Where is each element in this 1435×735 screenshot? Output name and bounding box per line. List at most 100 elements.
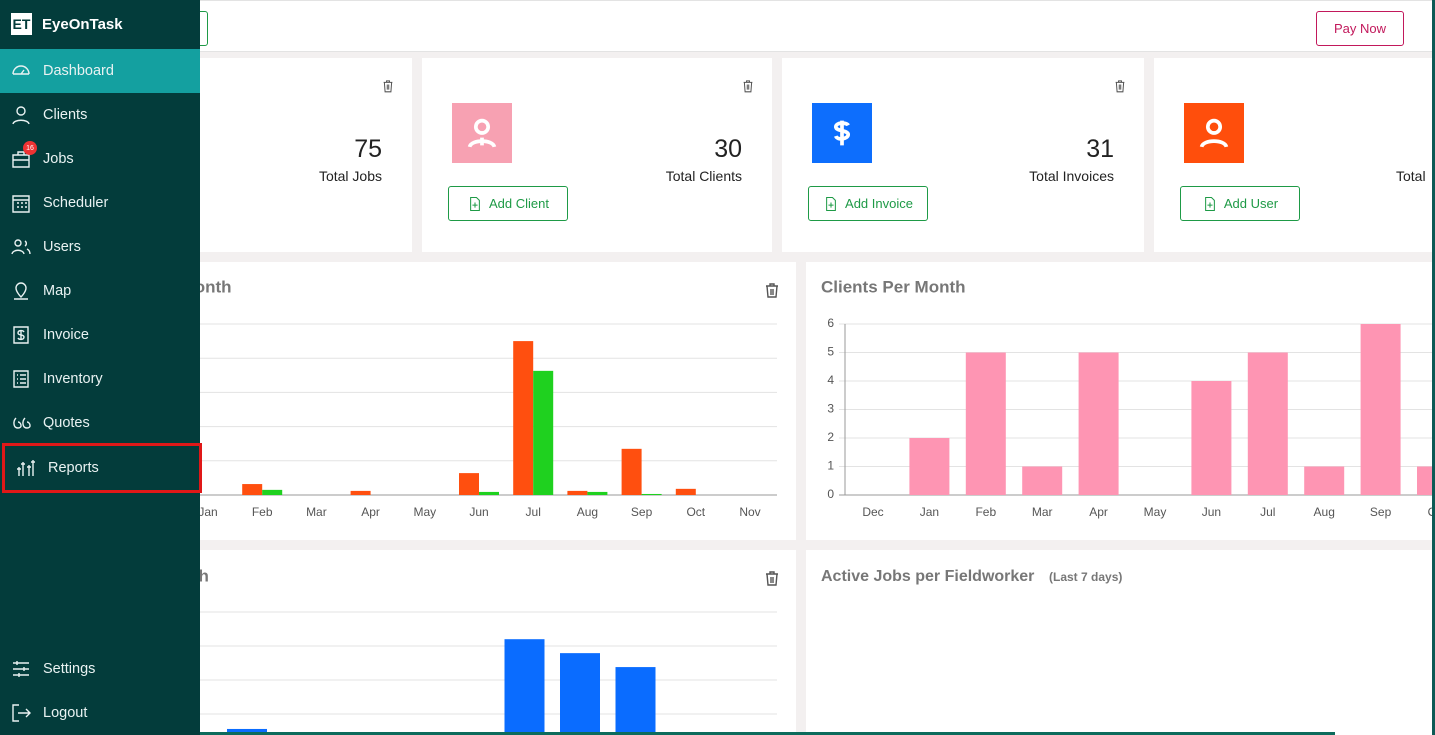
add-button[interactable]: Add User xyxy=(1180,186,1300,221)
icon-shape xyxy=(12,704,31,722)
bar xyxy=(1360,324,1401,495)
card-icon xyxy=(812,103,872,163)
icon xyxy=(13,326,29,344)
menu-label: Quotes xyxy=(43,415,90,431)
brand: EyeOnTask xyxy=(42,16,123,33)
icon xyxy=(12,195,30,213)
bar xyxy=(459,473,479,495)
menu-item[interactable]: Map xyxy=(0,269,200,313)
menu-item[interactable]: Jobs 16 xyxy=(0,137,200,181)
menu-label: Users xyxy=(43,239,81,255)
add-button-label: Add Client xyxy=(489,196,549,211)
bar xyxy=(513,341,534,495)
card-icon xyxy=(452,103,512,163)
chart-card xyxy=(806,550,1435,735)
icon xyxy=(1205,196,1215,211)
card-count: 75 xyxy=(354,135,382,163)
bar xyxy=(1191,381,1232,495)
icon-shape xyxy=(766,283,778,298)
icon-shape xyxy=(1199,118,1229,148)
icon xyxy=(12,704,31,722)
icon-shape xyxy=(13,661,29,677)
x-tick-label: Mar xyxy=(306,505,327,519)
bar xyxy=(1304,466,1345,495)
menu-item[interactable]: Settings xyxy=(0,647,200,691)
icon-shape xyxy=(13,417,31,429)
delete-button[interactable] xyxy=(766,571,778,586)
icon-shape xyxy=(383,80,393,93)
icon-shape xyxy=(766,571,778,586)
delete-button[interactable] xyxy=(380,78,396,99)
y-tick-label: 3 xyxy=(827,402,834,416)
icon-shape xyxy=(470,196,480,211)
icon xyxy=(11,239,31,255)
card-count: 31 xyxy=(1086,135,1114,163)
bar xyxy=(479,491,499,495)
menu-item[interactable]: Logout xyxy=(0,691,200,735)
add-button[interactable]: Add Invoice xyxy=(808,186,928,221)
icon xyxy=(13,370,29,388)
bar xyxy=(909,438,950,495)
menu-item[interactable]: Users xyxy=(0,225,200,269)
bar xyxy=(641,493,662,495)
menu-item[interactable]: Reports xyxy=(2,443,202,493)
x-tick-label: Feb xyxy=(975,505,996,519)
menu-item[interactable]: Scheduler xyxy=(0,181,200,225)
x-tick-label: Jul xyxy=(1260,505,1275,519)
bar xyxy=(262,489,283,495)
pay-now-button[interactable]: Pay Now xyxy=(1316,11,1404,46)
delete-button[interactable] xyxy=(1112,78,1128,99)
icon-shape xyxy=(13,370,29,388)
bar xyxy=(1022,466,1063,495)
x-tick-label: Jun xyxy=(1202,505,1221,519)
icon-shape xyxy=(11,239,31,255)
icon xyxy=(17,460,35,476)
bottom-border xyxy=(200,732,1335,735)
x-tick-label: Aug xyxy=(577,505,598,519)
icon-shape xyxy=(14,282,28,300)
x-tick-label: Jun xyxy=(469,505,488,519)
card-count: 30 xyxy=(714,135,742,163)
delete-button[interactable] xyxy=(740,78,756,99)
icon-shape xyxy=(17,460,35,476)
icon xyxy=(12,65,30,75)
bar xyxy=(615,667,656,735)
bar xyxy=(350,490,371,495)
stat-card: 31 Total Invoices Add Invoice xyxy=(782,58,1144,252)
delete-button[interactable] xyxy=(766,283,778,298)
menu-label: Settings xyxy=(43,661,96,677)
menu-item[interactable]: Invoice xyxy=(0,313,200,357)
card-label: Total xyxy=(1396,168,1426,184)
icon xyxy=(13,661,29,677)
x-tick-label: Feb xyxy=(252,505,273,519)
y-tick-label: 1 xyxy=(827,459,834,473)
menu-label: Reports xyxy=(48,460,99,476)
bar xyxy=(227,728,267,735)
icon xyxy=(743,80,753,93)
bar xyxy=(1417,466,1435,495)
add-button[interactable]: Add Client xyxy=(448,186,568,221)
x-tick-label: Sep xyxy=(1370,505,1392,519)
icon xyxy=(1199,118,1229,148)
icon-shape xyxy=(12,151,30,168)
x-tick-label: Apr xyxy=(1089,505,1108,519)
x-tick-label: May xyxy=(413,505,436,519)
stat-card: Total Add User xyxy=(1154,58,1435,252)
logo: ET xyxy=(11,13,32,35)
bar xyxy=(242,484,263,495)
menu-item[interactable]: Dashboard xyxy=(0,49,200,93)
x-tick-label: Jan xyxy=(920,505,939,519)
panel-subtitle: (Last 7 days) xyxy=(1049,570,1122,584)
card-label: Total Invoices xyxy=(1029,168,1114,184)
y-tick-label: 4 xyxy=(827,373,834,387)
menu-item[interactable]: Clients xyxy=(0,93,200,137)
icon-shape xyxy=(13,326,29,344)
x-tick-label: Jan xyxy=(198,505,217,519)
menu-item[interactable]: Quotes xyxy=(0,401,200,445)
menu-label: Logout xyxy=(43,705,88,721)
menu-item[interactable]: Inventory xyxy=(0,357,200,401)
sidebar: ET EyeOnTask Dashboard Clients Jobs 16 Sched… xyxy=(0,0,202,735)
